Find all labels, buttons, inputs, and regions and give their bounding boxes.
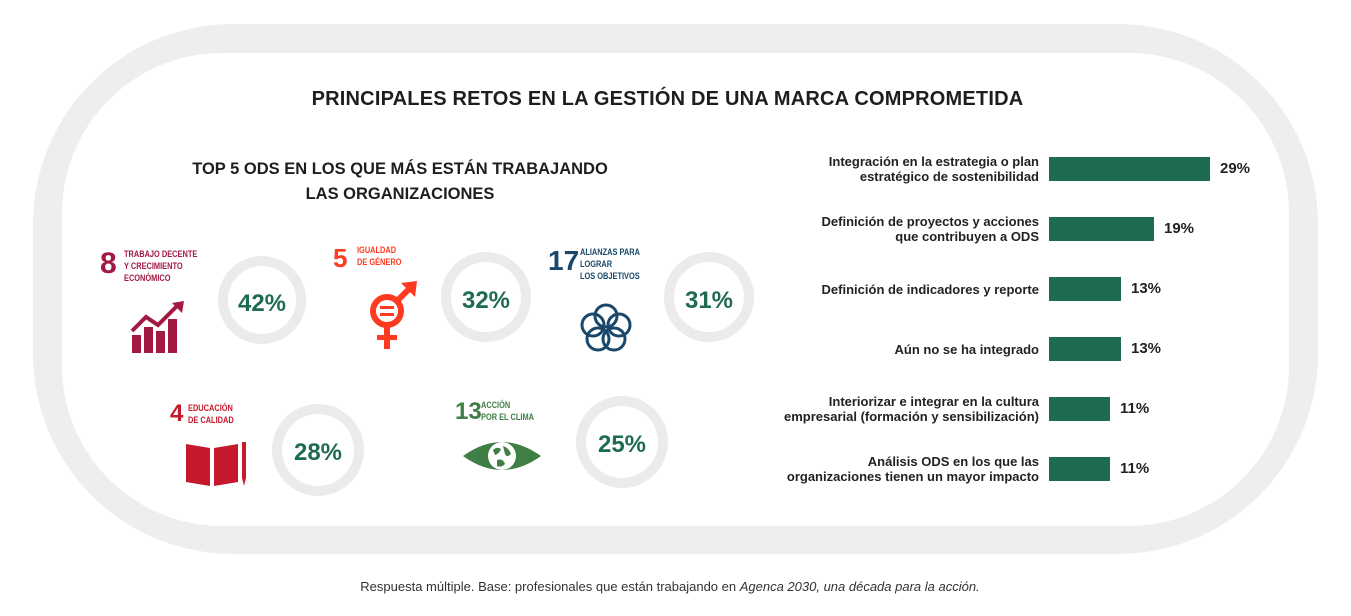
bar — [1049, 457, 1110, 481]
bar-category-label: Análisis ODS en los que las organizacione… — [739, 454, 1039, 484]
bar — [1049, 217, 1154, 241]
ods-5-value: 32% — [461, 287, 511, 314]
ods-13-number: 13 — [455, 398, 482, 425]
bar-category-label-line: estratégico de sostenibilidad — [859, 169, 1039, 184]
bar — [1049, 277, 1121, 301]
ods-4-label-line: DE CALIDAD — [188, 415, 234, 426]
bar-category-label-line: Definición de proyectos y acciones — [821, 214, 1039, 229]
ods-5-number: 5 — [333, 243, 348, 273]
ods-8-label-line: TRABAJO DECENTE — [124, 249, 198, 260]
ods-13-value: 25% — [597, 431, 647, 458]
bar-category-label-line: Análisis ODS en los que las — [867, 454, 1039, 469]
ods-17-label-line: LOGRAR — [580, 259, 613, 270]
bar — [1049, 157, 1210, 181]
ods-5-ring: 32% — [441, 252, 531, 342]
ods-4-block: 4 EDUCACIÓN DE CALIDAD — [170, 400, 270, 490]
bar-value-label: 29% — [1220, 160, 1251, 177]
ods-8-label-line: ECONÓMICO — [124, 273, 171, 284]
growth-chart-icon — [130, 301, 184, 353]
ods-5-label-line: IGUALDAD — [357, 245, 397, 256]
ods-8-block: 8 TRABAJO DECENTE Y CRECIMIENTO ECONÓMIC… — [100, 243, 320, 363]
bar-category-label-line: Interiorizar e integrar en la cultura — [828, 394, 1039, 409]
gender-equality-icon — [370, 281, 417, 349]
bar-value-label: 19% — [1164, 220, 1195, 237]
book-pencil-icon — [186, 442, 246, 486]
bar-category-label-line: Integración en la estrategia o plan — [828, 154, 1039, 169]
bar-value-label: 13% — [1131, 340, 1162, 357]
page-title: PRINCIPALES RETOS EN LA GESTIÓN DE UNA M… — [311, 88, 1024, 110]
ods-17-number: 17 — [548, 245, 580, 276]
ods-5-label-line: DE GÉNERO — [357, 257, 402, 268]
ods-4-label-line: EDUCACIÓN — [188, 403, 233, 414]
footnote-italic: Agenca 2030, una década para la acción. — [739, 579, 980, 594]
ods-17-value: 31% — [684, 287, 734, 314]
bar-category-label-line: empresarial (formación y sensibilización… — [783, 409, 1039, 424]
footnote-text: Respuesta múltiple. Base: profesionales … — [360, 579, 740, 594]
ods-4-value: 28% — [293, 439, 343, 466]
ods-4-number: 4 — [170, 400, 184, 427]
bar — [1049, 337, 1121, 361]
ods-17-block: 17 ALIANZAS PARA LOGRAR LOS OBJETIVOS — [548, 243, 668, 353]
bar-category-label: Definición de indicadores y reporte — [739, 282, 1039, 297]
ods-13-block: 13 ACCIÓN POR EL CLIMA — [455, 398, 565, 488]
bar-category-label: Definición de proyectos y acciones que co… — [739, 214, 1039, 244]
ods-17-label-line: LOS OBJETIVOS — [580, 271, 640, 282]
ods-5-block: 5 IGUALDAD DE GÉNERO — [333, 243, 433, 358]
bar-value-label: 11% — [1120, 460, 1150, 477]
bar — [1049, 397, 1110, 421]
footnote: Respuesta múltiple. Base: profesionales … — [0, 579, 1340, 594]
bar-category-label-line: organizaciones tienen un mayor impacto — [786, 469, 1039, 484]
ods-17-label-line: ALIANZAS PARA — [580, 247, 640, 258]
bar-category-label: Integración en la estrategia o plan estra… — [739, 154, 1039, 184]
partnership-rings-icon — [580, 303, 632, 352]
ods-panel-title-line1: TOP 5 ODS EN LOS QUE MÁS ESTÁN TRABAJAND… — [192, 160, 608, 178]
ods-8-ring: 42% — [218, 256, 306, 344]
bar-category-label-line: que contribuyen a ODS — [895, 229, 1039, 244]
bar-category-label: Aún no se ha integrado — [739, 342, 1039, 357]
ods-13-label-line: ACCIÓN — [481, 400, 511, 411]
ods-8-number: 8 — [100, 247, 117, 280]
ods-8-label-line: Y CRECIMIENTO — [124, 261, 183, 272]
ods-panel-title: TOP 5 ODS EN LOS QUE MÁS ESTÁN TRABAJAND… — [140, 157, 660, 207]
ods-panel-title-line2: LAS ORGANIZACIONES — [305, 185, 495, 203]
earth-eye-icon — [463, 442, 541, 470]
bar-category-label: Interiorizar e integrar en la cultura emp… — [739, 394, 1039, 424]
ods-8-value: 42% — [237, 290, 287, 317]
ods-13-ring: 25% — [576, 396, 668, 488]
bar-category-label-line: Aún no se ha integrado — [894, 341, 1039, 357]
bar-value-label: 13% — [1131, 280, 1162, 297]
bar-category-label-line: Definición de indicadores y reporte — [821, 281, 1039, 297]
ods-17-ring: 31% — [664, 252, 754, 342]
bar-value-label: 11% — [1120, 400, 1150, 417]
ods-4-ring: 28% — [272, 404, 364, 496]
ods-13-label-line: POR EL CLIMA — [481, 412, 534, 423]
